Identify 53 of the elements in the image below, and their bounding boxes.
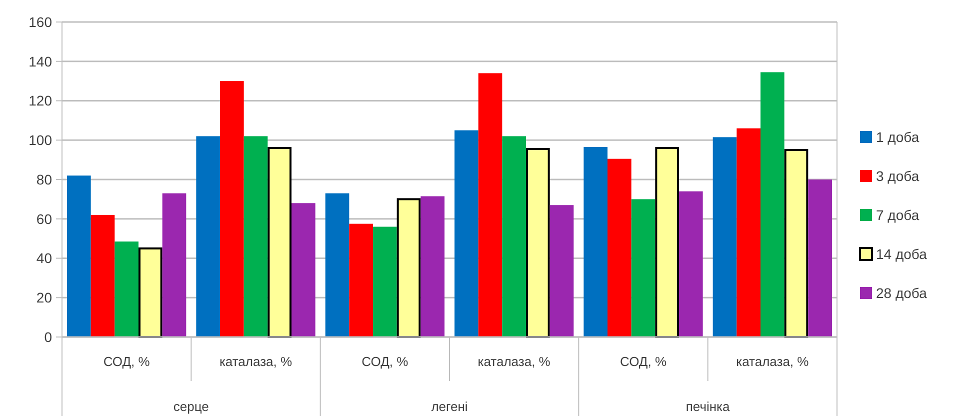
y-tick-label: 40 — [36, 250, 52, 266]
x-tick-label: каталаза, % — [478, 354, 551, 369]
bar — [454, 130, 478, 337]
bar — [138, 247, 162, 338]
bar — [584, 147, 608, 337]
text: серце — [173, 399, 209, 414]
bar — [608, 158, 632, 337]
bar — [678, 191, 703, 337]
bar — [373, 226, 397, 337]
x-tick-label: СОД, % — [103, 354, 150, 369]
bar — [396, 198, 421, 338]
bar — [784, 148, 808, 338]
bar — [291, 203, 316, 337]
bar — [655, 147, 679, 338]
y-tick-label: 160 — [28, 14, 52, 30]
bar — [268, 147, 292, 338]
text: печінка — [686, 399, 731, 414]
bar — [550, 205, 574, 337]
bar — [712, 137, 737, 337]
y-tick-label: 120 — [28, 92, 52, 109]
x-tick-label: СОД, % — [620, 354, 667, 369]
bar — [196, 136, 220, 337]
bar — [220, 81, 244, 337]
legend-label: 3 доба — [876, 168, 920, 184]
x-tick-label: СОД, % — [362, 354, 409, 369]
y-tick-label: 80 — [36, 171, 52, 188]
bar — [90, 214, 115, 337]
bar — [325, 193, 350, 337]
text: легені — [431, 399, 468, 414]
bar — [114, 242, 138, 337]
x-tick-label: каталаза, % — [736, 354, 810, 369]
bar — [736, 128, 760, 337]
bar — [502, 136, 526, 337]
bar — [631, 199, 656, 337]
y-tick-label: 20 — [36, 290, 52, 306]
x-tick-label: каталаза, % — [219, 354, 292, 369]
bar — [349, 224, 373, 337]
y-tick-label: 60 — [36, 210, 52, 227]
bar — [808, 180, 832, 337]
bar — [67, 176, 91, 337]
bar — [760, 72, 784, 337]
bar — [526, 148, 550, 338]
y-tick-label: 100 — [28, 132, 52, 148]
bar — [478, 73, 502, 337]
legend-label: 28 доба — [876, 284, 928, 301]
bar — [162, 193, 186, 337]
y-tick-label: 140 — [28, 53, 52, 70]
legend-label: 7 доба — [876, 206, 920, 223]
legend-label: 14 доба — [876, 246, 928, 262]
y-tick-label: 0 — [44, 328, 52, 345]
bar — [244, 136, 268, 337]
bar — [420, 196, 444, 337]
legend-label: 1 доба — [876, 128, 920, 145]
